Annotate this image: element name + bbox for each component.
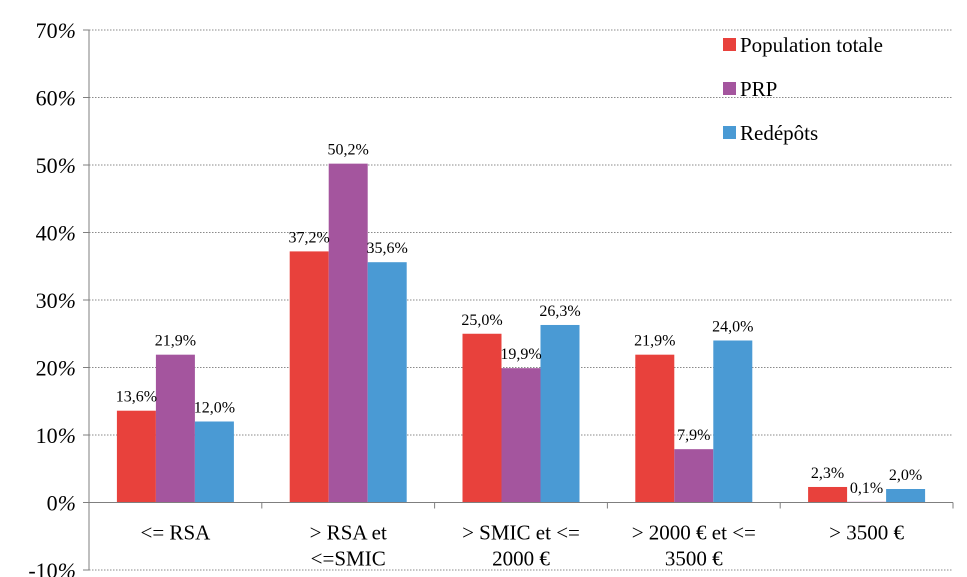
bar-population-totale-1 <box>289 251 329 503</box>
bar-prp-3 <box>674 449 714 503</box>
y-axis-ticks: -10% 0% 10% 20% 30% 40% 50% 60% 70% <box>28 18 76 577</box>
y-tick-label: 10% <box>36 423 76 448</box>
legend-swatch <box>723 126 736 139</box>
x-category-label: > 2000 € et <= <box>632 521 756 545</box>
y-tick-label: 0% <box>47 491 76 516</box>
y-tick-label: 30% <box>36 288 76 313</box>
data-label: 21,9% <box>634 333 675 350</box>
data-labels: 13,6% 21,9% 12,0% 37,2% 50,2% 35,6% 25,0% 19,9%… <box>116 142 923 497</box>
bar-red-p-ts-1 <box>367 262 407 503</box>
bar-red-p-ts-4 <box>886 489 926 503</box>
bar-prp-0 <box>155 354 195 503</box>
bar-population-totale-0 <box>116 410 156 503</box>
x-category-label: <= RSA <box>141 521 212 545</box>
bar-prp-1 <box>328 163 368 503</box>
legend-label: Population totale <box>740 33 883 57</box>
data-label: 37,2% <box>289 229 330 246</box>
data-label: 19,9% <box>500 346 541 363</box>
data-label: 7,9% <box>677 427 710 444</box>
bar-prp-2 <box>501 368 541 503</box>
data-label: 35,6% <box>367 240 408 257</box>
legend: Population totale PRP Redépôts <box>723 33 883 145</box>
bar-population-totale-3 <box>635 354 675 503</box>
data-label: 0,1% <box>850 480 883 497</box>
data-label: 26,3% <box>539 303 580 320</box>
data-label: 13,6% <box>116 389 157 406</box>
y-tick-label: 50% <box>36 153 76 178</box>
y-tick-label: 40% <box>36 221 76 246</box>
data-label: 2,0% <box>889 467 922 484</box>
legend-swatch <box>723 82 736 95</box>
x-category-label: <=SMIC <box>311 547 386 571</box>
x-category-label: > RSA et <box>310 521 387 545</box>
bar-red-p-ts-0 <box>194 421 234 503</box>
bar-red-p-ts-3 <box>713 340 753 503</box>
data-label: 24,0% <box>712 319 753 336</box>
x-category-label: > SMIC et <= <box>462 521 580 545</box>
axes <box>83 29 954 571</box>
y-tick-label: 60% <box>36 86 76 111</box>
bar-population-totale-2 <box>462 333 502 503</box>
legend-label: PRP <box>740 77 777 101</box>
data-label: 21,9% <box>155 333 196 350</box>
data-label: 12,0% <box>194 400 235 417</box>
x-category-label: 2000 € <box>492 547 550 571</box>
bar-red-p-ts-2 <box>540 324 580 503</box>
bar-population-totale-4 <box>808 486 848 503</box>
legend-swatch <box>723 38 736 51</box>
x-category-label: > 3500 € <box>829 521 904 545</box>
y-tick-label: -10% <box>28 558 76 577</box>
bars <box>116 163 926 503</box>
x-axis-categories: <= RSA > RSA et<=SMIC > SMIC et <=2000 € > … <box>141 521 905 571</box>
y-tick-label: 20% <box>36 356 76 381</box>
x-category-label: 3500 € <box>665 547 723 571</box>
data-label: 50,2% <box>328 142 369 159</box>
data-label: 25,0% <box>461 312 502 329</box>
y-tick-label: 70% <box>36 18 76 43</box>
data-label: 2,3% <box>811 465 844 482</box>
legend-label: Redépôts <box>740 121 818 145</box>
